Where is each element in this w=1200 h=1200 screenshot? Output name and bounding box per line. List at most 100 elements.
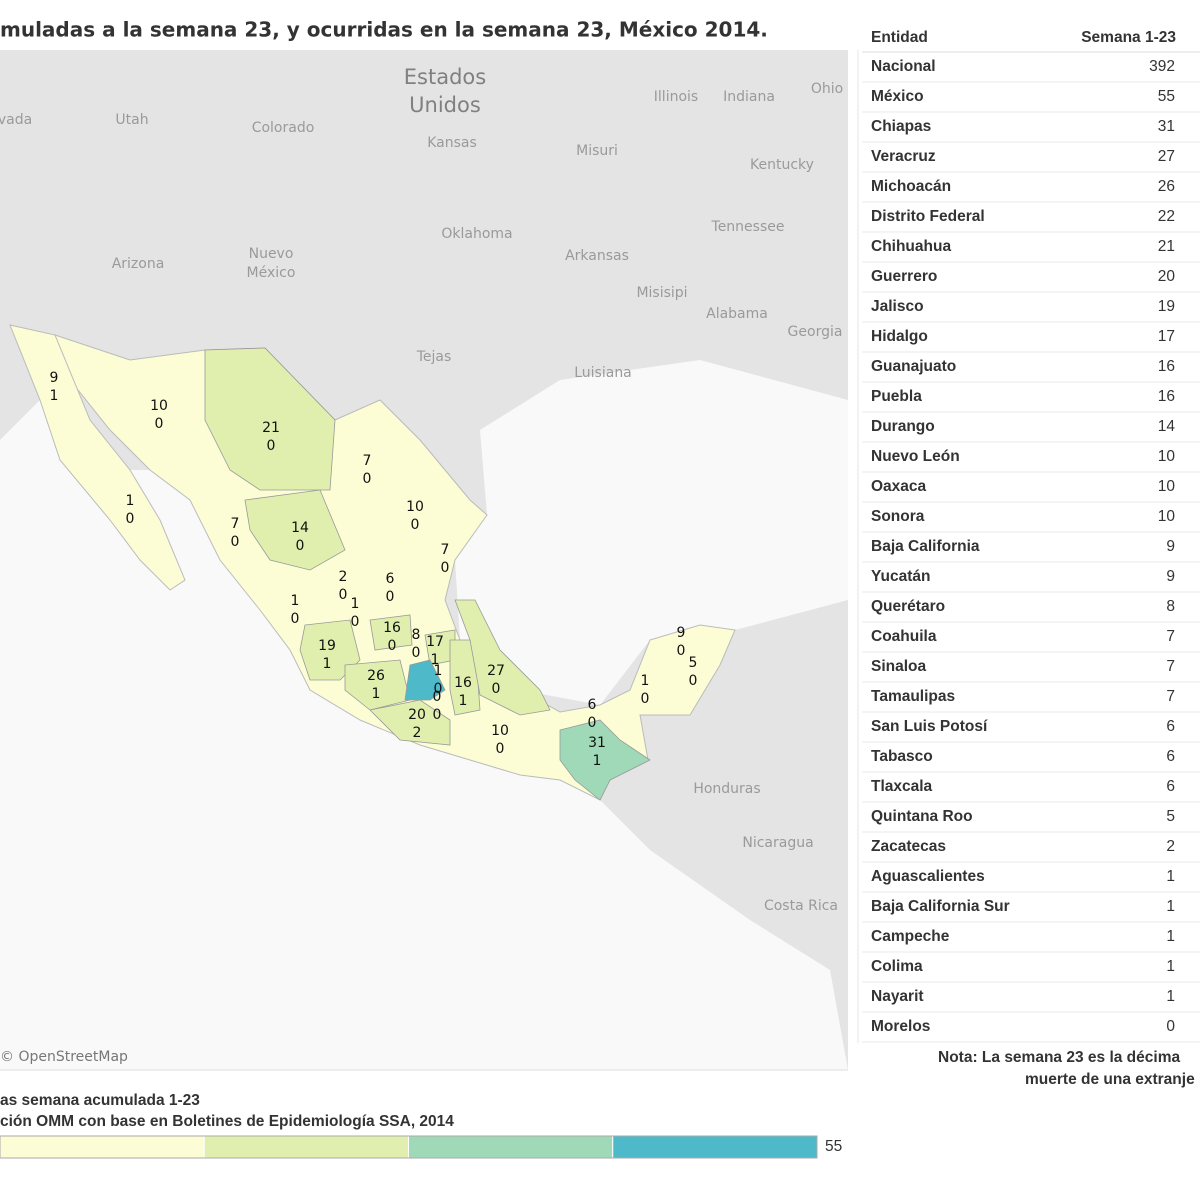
entity-name: Baja California Sur: [871, 898, 1010, 915]
place-label: Alabama: [706, 306, 768, 322]
place-label: Oklahoma: [441, 226, 512, 242]
state-week: 1: [372, 686, 381, 702]
entity-name: Campeche: [871, 928, 950, 945]
state-week: 2: [413, 725, 422, 741]
state-total: 10: [406, 499, 424, 515]
map-labels: Estados Unidos vada Utah Colorado Kansas Misur…: [0, 65, 843, 914]
entity-value: 16: [1158, 388, 1175, 405]
state-total: 6: [588, 697, 597, 713]
state-week: 0: [296, 538, 305, 554]
entity-value: 17: [1158, 328, 1175, 345]
state-total: 1: [291, 593, 300, 609]
state-week: 0: [492, 681, 501, 697]
entity-value: 19: [1158, 298, 1175, 315]
state-week: 0: [677, 643, 686, 659]
state-week: 0: [291, 611, 300, 627]
entity-value: 1: [1166, 898, 1175, 915]
place-label: Misuri: [576, 143, 618, 159]
pacific: [0, 400, 848, 1070]
state-region: [204, 347, 336, 491]
state-region: [404, 659, 446, 701]
state-week: 0: [231, 534, 240, 550]
entity-value: 1: [1166, 868, 1175, 885]
entity-value: 27: [1158, 148, 1175, 165]
state-region: [244, 489, 346, 571]
legend-swatch: [203, 1135, 409, 1159]
state-region: [344, 659, 411, 711]
entity-name: Morelos: [871, 1018, 930, 1035]
entity-value: 7: [1166, 688, 1175, 705]
note-line: muerte de una extranje: [1025, 1071, 1195, 1088]
legend-frame: [0, 1135, 818, 1159]
entity-value: 0: [1166, 1018, 1175, 1035]
state-week: 0: [689, 673, 698, 689]
state-total: 10: [150, 398, 168, 414]
state-region: [369, 614, 413, 651]
entity-name: Distrito Federal: [871, 208, 985, 225]
entity-name: Yucatán: [871, 568, 930, 585]
state-total: 26: [367, 668, 385, 684]
state-total: 1: [641, 673, 650, 689]
entity-value: 1: [1166, 958, 1175, 975]
entity-value: 6: [1166, 748, 1175, 765]
state-week: 0: [339, 587, 348, 603]
state-total: 8: [412, 627, 421, 643]
entity-name: Chihuahua: [871, 238, 951, 255]
entity-name: Nuevo León: [871, 448, 960, 465]
state-week: 1: [459, 693, 468, 709]
entity-name: Nayarit: [871, 988, 924, 1005]
legend-swatch: [0, 1135, 205, 1159]
state-week: 0: [641, 691, 650, 707]
place-label: Kansas: [427, 135, 477, 151]
entity-value: 1: [1166, 988, 1175, 1005]
table: Entidad Semana 1-23 Nacional 392 México 55 Chi…: [857, 29, 1200, 1043]
state-week: 0: [351, 614, 360, 630]
entity-value: 9: [1166, 568, 1175, 585]
entity-name: Puebla: [871, 388, 922, 405]
place-label: Indiana: [723, 89, 775, 105]
entity-name: Tlaxcala: [871, 778, 933, 795]
state-total: 1: [434, 663, 443, 679]
entity-value: 14: [1158, 418, 1176, 435]
table-header: Entidad: [871, 29, 928, 46]
place-label: Luisiana: [574, 365, 632, 381]
place-label: Estados: [404, 65, 486, 89]
entity-name: Colima: [871, 958, 923, 975]
entity-name: Durango: [871, 418, 935, 435]
entity-name: Sonora: [871, 508, 925, 525]
state-total: 10: [491, 723, 509, 739]
state-week: 0: [412, 645, 421, 661]
entity-value: 7: [1166, 628, 1175, 645]
state-total: 5: [689, 655, 698, 671]
note-label: Nota: [938, 1049, 973, 1066]
entity-name: Quintana Roo: [871, 808, 973, 825]
state-total: 14: [291, 520, 309, 536]
place-label: Tejas: [416, 349, 452, 365]
legend-max: 55: [825, 1138, 842, 1155]
note-line: Nota: La semana 23 es la décima: [938, 1049, 1180, 1066]
entity-value: 10: [1158, 448, 1176, 465]
state-total: 21: [262, 420, 280, 436]
place-label: Tennessee: [711, 219, 785, 235]
place-label: Illinois: [654, 89, 698, 105]
entity-value: 22: [1158, 208, 1175, 225]
state-total: 9: [677, 625, 686, 641]
place-label: México: [247, 265, 296, 281]
entity-value: 6: [1166, 778, 1175, 795]
state-total: 6: [386, 571, 395, 587]
state-week: 0: [433, 707, 442, 723]
entity-value: 392: [1149, 58, 1175, 75]
entity-value: 8: [1166, 598, 1175, 615]
table-header: Semana 1-23: [1081, 29, 1176, 46]
entity-name: Sinaloa: [871, 658, 927, 675]
entity-name: Oaxaca: [871, 478, 927, 495]
state-week: 0: [411, 517, 420, 533]
entity-value: 2: [1166, 838, 1175, 855]
state-week: 0: [496, 741, 505, 757]
state-region: [454, 599, 551, 716]
entity-name: Aguascalientes: [871, 868, 985, 885]
entity-value: 10: [1158, 508, 1176, 525]
state-total: 7: [441, 542, 450, 558]
